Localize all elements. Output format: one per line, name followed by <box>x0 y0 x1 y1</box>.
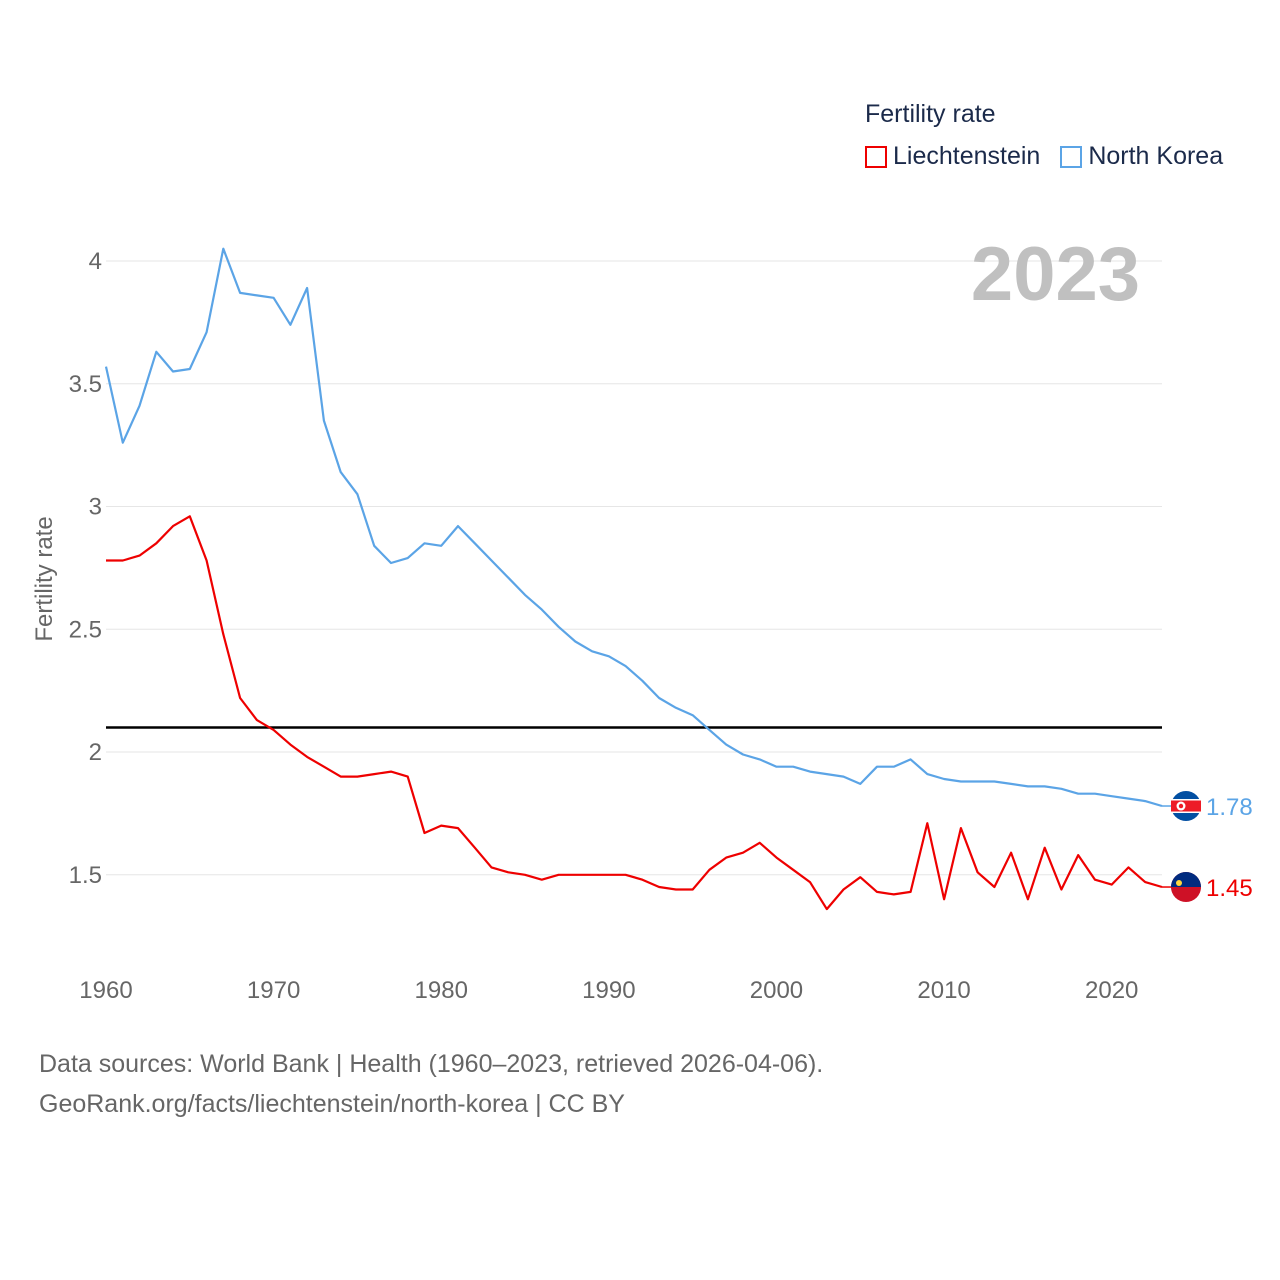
flag-star <box>1178 803 1184 809</box>
x-tick-label: 1980 <box>415 977 468 1004</box>
x-tick-label: 1990 <box>582 977 635 1004</box>
flag-red <box>1171 800 1201 812</box>
x-tick-label: 1970 <box>247 977 300 1004</box>
end-value-label: 1.78 <box>1206 794 1253 821</box>
legend-item-liechtenstein[interactable]: Liechtenstein <box>865 142 1040 171</box>
source-link[interactable]: GeoRank.org/facts/liechtenstein/north-ko… <box>39 1090 625 1118</box>
y-tick-label: 1.5 <box>69 862 102 889</box>
legend-title: Fertility rate <box>865 100 996 128</box>
y-tick-label: 4 <box>89 248 102 275</box>
y-tick-label: 2 <box>89 739 102 766</box>
legend-swatch-liechtenstein <box>865 145 887 168</box>
legend-label: North Korea <box>1088 142 1224 170</box>
x-tick-label: 2000 <box>750 977 803 1004</box>
series-line-north-korea <box>104 247 1163 808</box>
x-tick-label: 1960 <box>79 977 132 1004</box>
legend-label: Liechtenstein <box>893 142 1041 170</box>
flag-top <box>1171 872 1201 888</box>
footer: Data sources: World Bank | Health (1960–… <box>39 1044 823 1124</box>
y-tick-label: 3.5 <box>69 371 102 398</box>
series-line-liechtenstein <box>106 515 1163 911</box>
year-label: 2023 <box>971 232 1140 317</box>
x-tick-label: 2020 <box>1085 977 1138 1004</box>
legend-swatch-north-korea <box>1060 145 1083 168</box>
y-tick-label: 2.5 <box>69 616 102 643</box>
x-tick-label: 2010 <box>917 977 970 1004</box>
y-axis-label: Fertility rate <box>31 516 58 641</box>
end-value-label: 1.45 <box>1206 875 1253 902</box>
legend-item-north-korea[interactable]: North Korea <box>1060 142 1223 171</box>
data-source: Data sources: World Bank | Health (1960–… <box>39 1050 824 1078</box>
flag-crown <box>1176 880 1182 887</box>
legend: Liechtenstein North Korea <box>865 142 1223 171</box>
y-tick-label: 3 <box>89 494 102 521</box>
